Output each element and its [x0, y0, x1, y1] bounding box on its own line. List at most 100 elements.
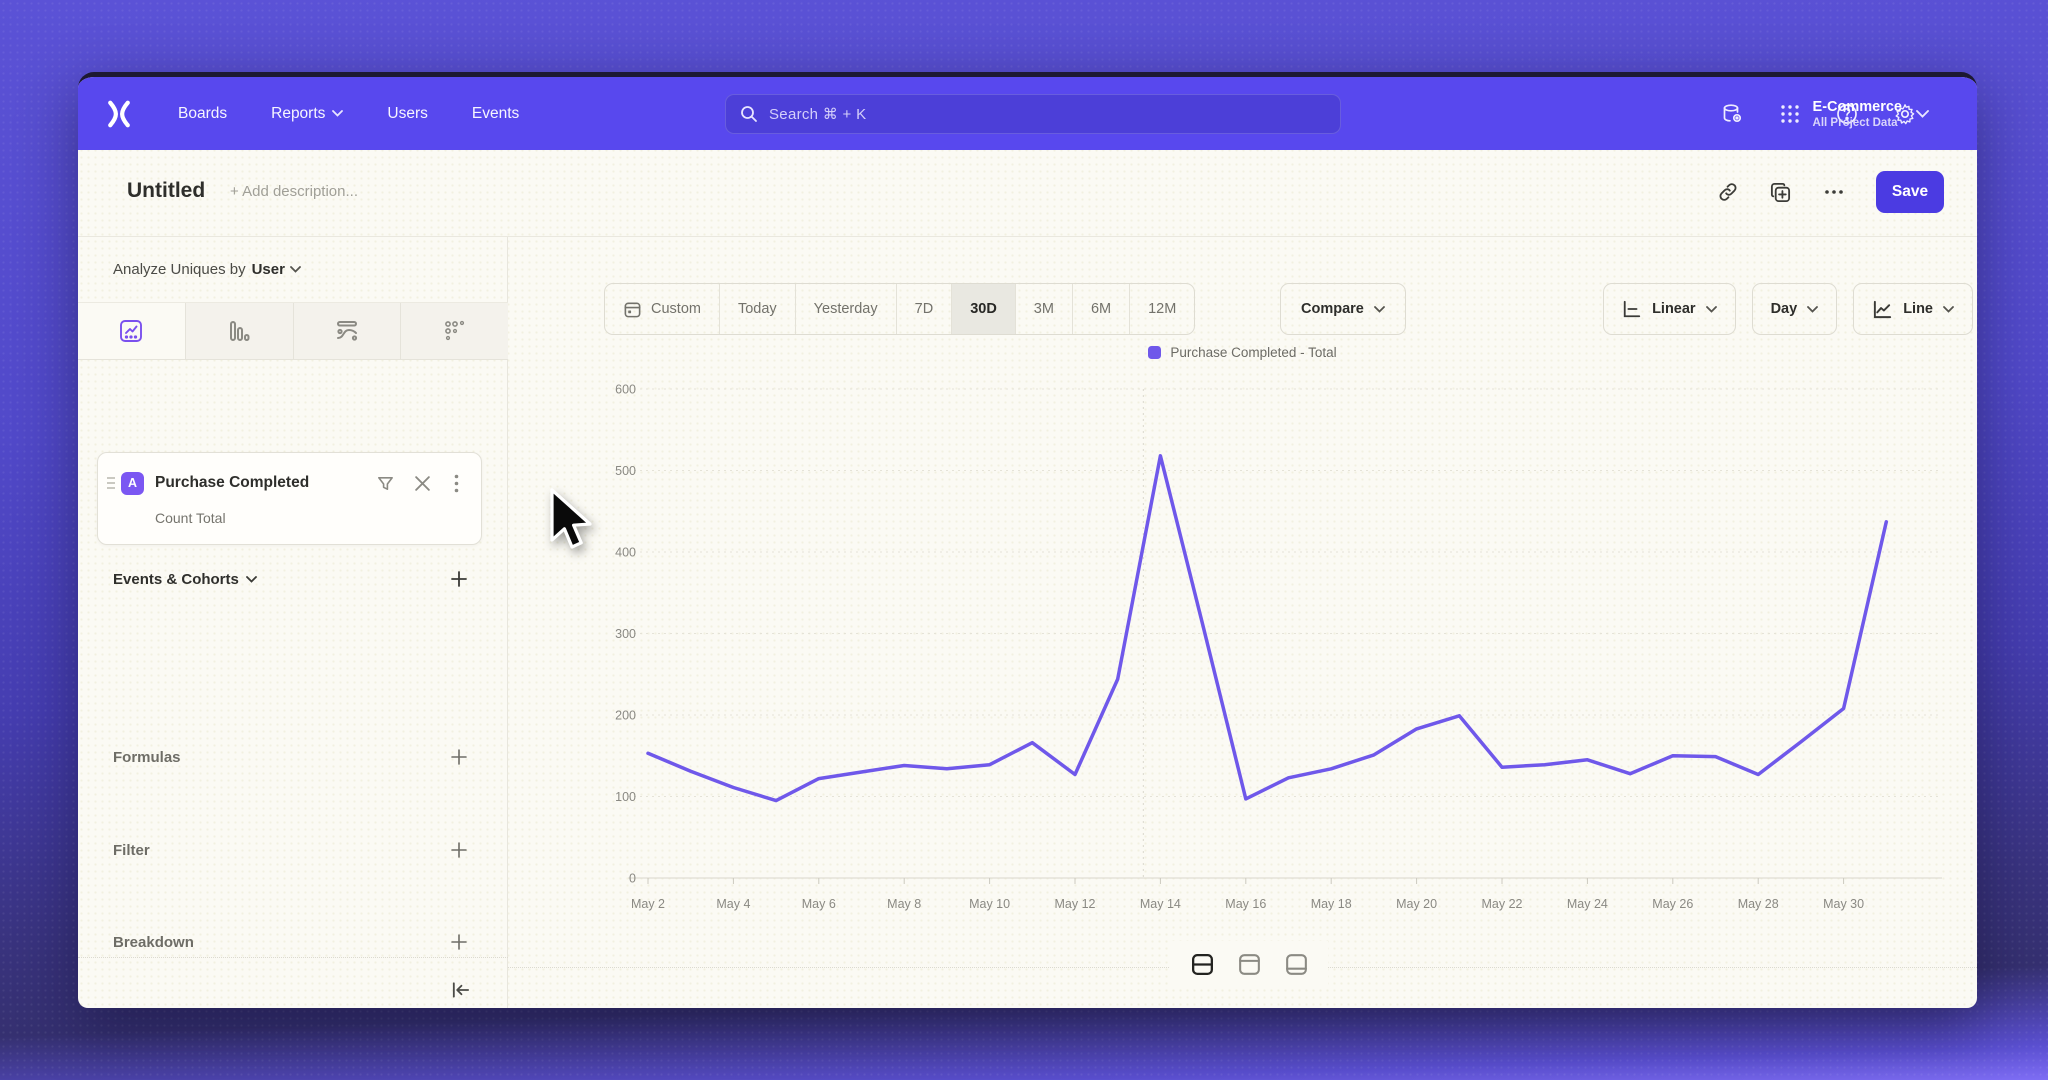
mixpanel-logo-icon[interactable] [100, 95, 138, 133]
project-switcher[interactable]: E-Commerce All Project Data [1813, 77, 1929, 150]
range-6m[interactable]: 6M [1071, 284, 1129, 334]
chevron-down-icon [1943, 305, 1954, 313]
layout-split-view-icon[interactable] [1180, 941, 1224, 987]
range-yesterday[interactable]: Yesterday [794, 284, 896, 334]
app-window: Boards Reports Users Events Search ⌘ + K [78, 72, 1977, 1008]
svg-text:May 16: May 16 [1225, 897, 1266, 911]
svg-text:May 14: May 14 [1140, 897, 1181, 911]
formulas-section: Formulas [78, 735, 508, 779]
line-chart-canvas[interactable]: 0 100 200 300 400 500 600 May 2 May 4 May 6 May 8 M… [508, 237, 1977, 1008]
svg-text:May 10: May 10 [969, 897, 1010, 911]
drag-handle-icon[interactable] [106, 476, 116, 490]
svg-text:300: 300 [615, 627, 636, 641]
svg-text:May 22: May 22 [1482, 897, 1523, 911]
analyze-entity-dropdown[interactable]: User [252, 261, 301, 278]
save-button[interactable]: Save [1876, 171, 1944, 213]
analyze-label: Analyze Uniques by [113, 261, 246, 278]
range-3m[interactable]: 3M [1014, 284, 1072, 334]
insights-chart-icon [120, 320, 143, 342]
chart-legend: Purchase Completed - Total [508, 345, 1977, 360]
tab-flows[interactable] [292, 303, 401, 359]
analyze-row: Analyze Uniques by User [78, 237, 508, 302]
flows-icon [336, 321, 357, 341]
scale-selector[interactable]: Linear [1603, 283, 1736, 335]
range-7d[interactable]: 7D [895, 284, 952, 334]
collapse-sidebar-icon[interactable] [450, 981, 471, 999]
svg-text:200: 200 [615, 709, 636, 723]
funnel-bars-icon [230, 321, 250, 341]
settings-gear-icon[interactable] [1893, 102, 1917, 126]
breakdown-label: Breakdown [113, 933, 194, 951]
filter-label: Filter [113, 841, 150, 859]
compare-button[interactable]: Compare [1280, 283, 1406, 335]
range-custom[interactable]: Custom [605, 284, 719, 334]
svg-text:500: 500 [615, 464, 636, 478]
remove-event-icon[interactable] [414, 475, 431, 492]
legend-label: Purchase Completed - Total [1170, 345, 1337, 360]
tab-funnels[interactable] [184, 303, 293, 359]
chevron-down-icon [290, 266, 301, 273]
calendar-icon [624, 302, 641, 317]
range-12m[interactable]: 12M [1129, 284, 1194, 334]
filter-section: Filter [78, 828, 508, 872]
apps-grid-icon[interactable] [1779, 103, 1801, 125]
nav-item-events[interactable]: Events [471, 104, 520, 122]
nav-item-reports[interactable]: Reports [271, 105, 344, 123]
range-today[interactable]: Today [718, 284, 795, 334]
layout-bottom-view-icon[interactable] [1274, 941, 1318, 987]
events-cohorts-label[interactable]: Events & Cohorts [113, 571, 257, 588]
axis-labels: 0 100 200 300 400 500 600 May 2 May 4 May 6 May 8 M… [615, 383, 1864, 912]
svg-text:May 20: May 20 [1396, 897, 1437, 911]
nav-item-boards[interactable]: Boards [178, 104, 228, 122]
event-more-options-icon[interactable] [454, 474, 459, 493]
event-card-purchase-completed[interactable]: A Purchase Completed Count Total [97, 452, 482, 545]
chart-type-selector[interactable]: Line [1853, 283, 1973, 335]
event-series-badge: A [121, 471, 144, 495]
top-nav: Boards Reports Users Events Search ⌘ + K [78, 77, 1977, 150]
filter-event-icon[interactable] [376, 474, 395, 493]
legend-item[interactable]: Purchase Completed - Total [1148, 345, 1337, 360]
svg-text:May 24: May 24 [1567, 897, 1608, 911]
event-name[interactable]: Purchase Completed [155, 474, 310, 491]
svg-text:400: 400 [615, 546, 636, 560]
chart-controls: Custom Today Yesterday 7D 30D 3M 6M 12M … [508, 283, 1977, 335]
svg-text:0: 0 [629, 872, 636, 886]
events-cohorts-header: Events & Cohorts [78, 557, 508, 601]
search-icon [741, 106, 757, 122]
chevron-down-icon [245, 575, 257, 583]
range-30d[interactable]: 30D [951, 284, 1015, 334]
chevron-down-icon [332, 110, 344, 117]
add-description-field[interactable]: + Add description... [230, 183, 358, 200]
event-metric-selector[interactable]: Count Total [155, 510, 226, 526]
search-placeholder: Search ⌘ + K [769, 106, 867, 123]
report-title[interactable]: Untitled [127, 179, 206, 202]
chart-panel: Custom Today Yesterday 7D 30D 3M 6M 12M … [508, 237, 1977, 1008]
more-options-icon[interactable] [1822, 180, 1846, 204]
formulas-label: Formulas [113, 748, 181, 766]
svg-text:600: 600 [615, 383, 636, 397]
search-input[interactable]: Search ⌘ + K [725, 94, 1341, 134]
nav-item-users[interactable]: Users [387, 104, 428, 122]
svg-text:May 26: May 26 [1652, 897, 1693, 911]
svg-text:May 2: May 2 [631, 897, 665, 911]
add-event-button[interactable] [450, 570, 468, 588]
svg-text:May 8: May 8 [887, 897, 921, 911]
retention-dots-icon [444, 320, 464, 341]
add-filter-button[interactable] [450, 841, 468, 859]
gridlines [628, 388, 1942, 884]
tab-insights[interactable] [78, 303, 185, 359]
add-breakdown-button[interactable] [450, 933, 468, 951]
data-management-icon[interactable] [1721, 102, 1745, 126]
add-formula-button[interactable] [450, 748, 468, 766]
svg-text:May 18: May 18 [1311, 897, 1352, 911]
help-icon[interactable] [1835, 102, 1859, 126]
duplicate-icon[interactable] [1769, 181, 1792, 204]
linear-scale-icon [1622, 299, 1642, 319]
report-type-tabs [78, 302, 508, 360]
copy-link-icon[interactable] [1717, 181, 1739, 203]
interval-selector[interactable]: Day [1751, 283, 1838, 335]
chevron-down-icon [1807, 305, 1819, 313]
layout-top-view-icon[interactable] [1227, 941, 1271, 987]
tab-retention[interactable] [400, 303, 508, 359]
